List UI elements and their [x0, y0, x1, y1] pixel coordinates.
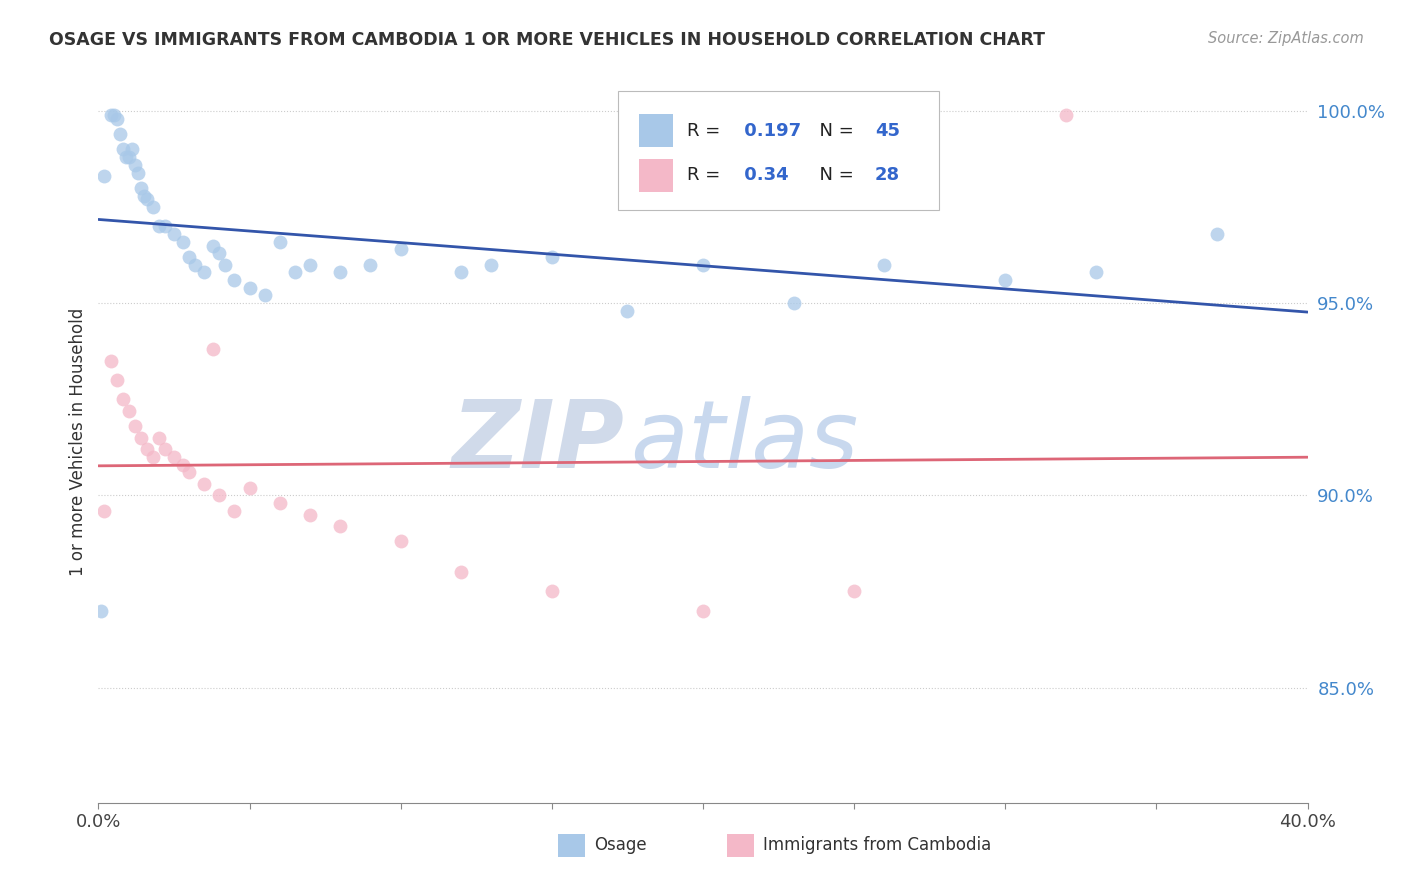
Bar — [558, 834, 585, 857]
Point — [127, 165, 149, 179]
Point — [105, 373, 128, 387]
Point — [118, 150, 141, 164]
Point — [202, 343, 225, 357]
Point — [103, 108, 125, 122]
Text: Source: ZipAtlas.com: Source: ZipAtlas.com — [1208, 31, 1364, 46]
Point — [100, 354, 122, 368]
Point — [153, 442, 176, 457]
FancyBboxPatch shape — [619, 91, 939, 211]
Point — [692, 258, 714, 272]
Point — [299, 508, 322, 522]
Point — [450, 265, 472, 279]
Point — [540, 250, 562, 264]
Point — [108, 127, 131, 141]
Point — [111, 143, 134, 157]
Text: OSAGE VS IMMIGRANTS FROM CAMBODIA 1 OR MORE VEHICLES IN HOUSEHOLD CORRELATION CH: OSAGE VS IMMIGRANTS FROM CAMBODIA 1 OR M… — [49, 31, 1045, 49]
Point — [193, 265, 215, 279]
Point — [148, 431, 170, 445]
Point — [1206, 227, 1229, 241]
Point — [184, 258, 207, 272]
Point — [299, 258, 322, 272]
Point — [284, 265, 307, 279]
Text: R =: R = — [688, 167, 727, 185]
Point — [214, 258, 236, 272]
Point — [239, 481, 262, 495]
Text: atlas: atlas — [630, 396, 859, 487]
Point — [360, 258, 382, 272]
Text: 45: 45 — [875, 121, 900, 139]
Point — [124, 419, 146, 434]
Bar — [727, 834, 754, 857]
Point — [163, 227, 186, 241]
Point — [481, 258, 503, 272]
Point — [142, 450, 165, 464]
Point — [208, 488, 231, 502]
Text: ZIP: ZIP — [451, 395, 624, 488]
Point — [389, 243, 412, 257]
Point — [163, 450, 186, 464]
Point — [329, 265, 352, 279]
Point — [153, 219, 176, 234]
Point — [132, 188, 155, 202]
Text: Immigrants from Cambodia: Immigrants from Cambodia — [763, 837, 991, 855]
Text: 0.34: 0.34 — [738, 167, 789, 185]
Point — [93, 169, 115, 184]
Bar — [638, 159, 673, 192]
Point — [148, 219, 170, 234]
Point — [844, 584, 866, 599]
Point — [224, 504, 246, 518]
Text: 0.197: 0.197 — [738, 121, 801, 139]
Text: N =: N = — [808, 167, 859, 185]
Y-axis label: 1 or more Vehicles in Household: 1 or more Vehicles in Household — [69, 308, 87, 575]
Point — [1054, 108, 1077, 122]
Point — [540, 584, 562, 599]
Point — [124, 158, 146, 172]
Point — [179, 250, 201, 264]
Point — [269, 235, 291, 249]
Point — [100, 108, 122, 122]
Point — [783, 296, 806, 310]
Point — [172, 458, 194, 472]
Point — [873, 258, 896, 272]
Point — [118, 404, 141, 418]
Point — [129, 181, 152, 195]
Point — [224, 273, 246, 287]
Point — [616, 304, 638, 318]
Point — [179, 465, 201, 479]
Point — [253, 288, 276, 302]
Point — [135, 442, 157, 457]
Point — [692, 604, 714, 618]
Text: 28: 28 — [875, 167, 900, 185]
Point — [269, 496, 291, 510]
Text: R =: R = — [688, 121, 727, 139]
Point — [208, 246, 231, 260]
Point — [105, 112, 128, 126]
Point — [142, 200, 165, 214]
Point — [450, 565, 472, 579]
Point — [111, 392, 134, 407]
Point — [93, 504, 115, 518]
Bar — [638, 114, 673, 147]
Point — [994, 273, 1017, 287]
Point — [121, 143, 143, 157]
Point — [1085, 265, 1108, 279]
Point — [90, 604, 112, 618]
Point — [239, 281, 262, 295]
Point — [129, 431, 152, 445]
Point — [202, 238, 225, 252]
Point — [193, 476, 215, 491]
Text: N =: N = — [808, 121, 859, 139]
Text: Osage: Osage — [595, 837, 647, 855]
Point — [329, 519, 352, 533]
Point — [389, 534, 412, 549]
Point — [172, 235, 194, 249]
Point — [135, 193, 157, 207]
Point — [114, 150, 136, 164]
